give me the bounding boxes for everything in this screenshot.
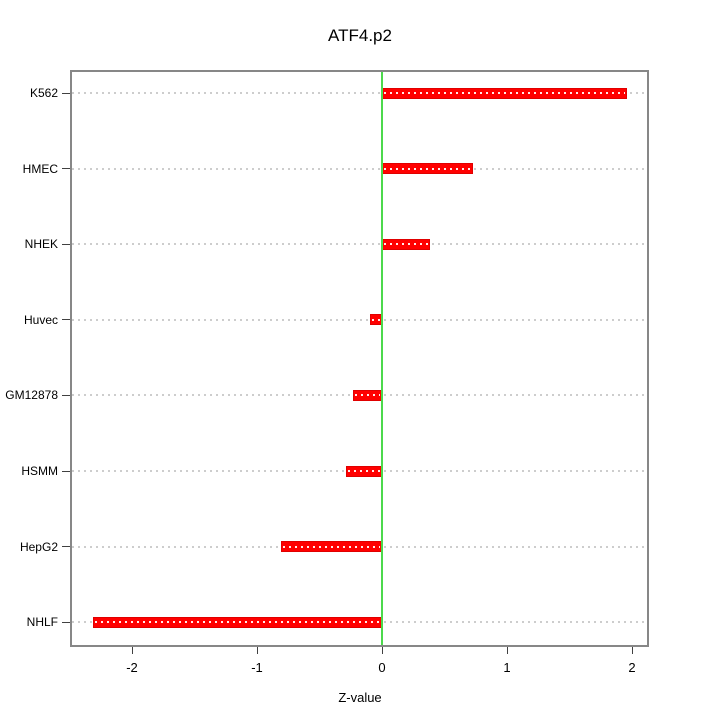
y-tick-nhek: [62, 243, 70, 245]
bar-grid-dots: [384, 167, 472, 170]
y-tick-huvec: [62, 319, 70, 321]
y-label-hmec: HMEC: [22, 161, 58, 176]
y-label-hepg2: HepG2: [19, 539, 58, 554]
y-label-k562: K562: [29, 86, 58, 100]
bar-hsmm: [345, 465, 382, 477]
y-label-nhek: NHEK: [24, 237, 58, 252]
bar-gm12878: [353, 389, 382, 401]
x-tick-label--1: -1: [251, 660, 263, 675]
y-tick-k562: [62, 92, 70, 94]
bar-grid-dots: [384, 243, 428, 246]
y-tick-gm12878: [62, 394, 70, 396]
bar-grid-dots: [282, 545, 380, 548]
bar-hmec: [382, 163, 474, 175]
gridline-huvec: [72, 318, 647, 321]
x-axis-label: Z-value: [338, 690, 382, 705]
bar-grid-dots: [347, 470, 380, 472]
x-tick-label-0: 0: [378, 660, 386, 675]
bar-grid-dots: [371, 318, 380, 321]
bar-nhlf: [93, 616, 382, 628]
bar-grid-dots: [95, 621, 380, 624]
y-tick-nhlf: [62, 621, 70, 623]
x-tick-label-2: 2: [628, 660, 636, 675]
x-tick--2: [131, 647, 133, 654]
bar-nhek: [382, 238, 430, 250]
zero-reference-line: [381, 72, 383, 645]
bar-grid-dots: [384, 92, 625, 94]
x-tick-label-1: 1: [503, 660, 511, 675]
bar-grid-dots: [355, 394, 380, 397]
plot-area: [70, 70, 649, 647]
x-tick-0: [381, 647, 383, 654]
y-label-hsmm: HSMM: [21, 464, 58, 478]
gridline-nhek: [72, 243, 647, 246]
gridline-hmec: [72, 167, 647, 170]
x-tick--1: [256, 647, 258, 654]
chart-title: ATF4.p2: [328, 26, 392, 45]
y-tick-hsmm: [62, 470, 70, 472]
x-tick-2: [631, 647, 633, 654]
y-label-nhlf: NHLF: [26, 615, 58, 630]
gridline-k562: [72, 92, 647, 94]
y-label-huvec: Huvec: [23, 312, 58, 327]
y-label-gm12878: GM12878: [5, 388, 58, 403]
x-tick-1: [506, 647, 508, 654]
bar-hepg2: [280, 541, 382, 553]
y-tick-hmec: [62, 168, 70, 170]
x-tick-label--2: -2: [126, 660, 138, 675]
bar-k562: [382, 87, 627, 99]
y-tick-hepg2: [62, 546, 70, 548]
